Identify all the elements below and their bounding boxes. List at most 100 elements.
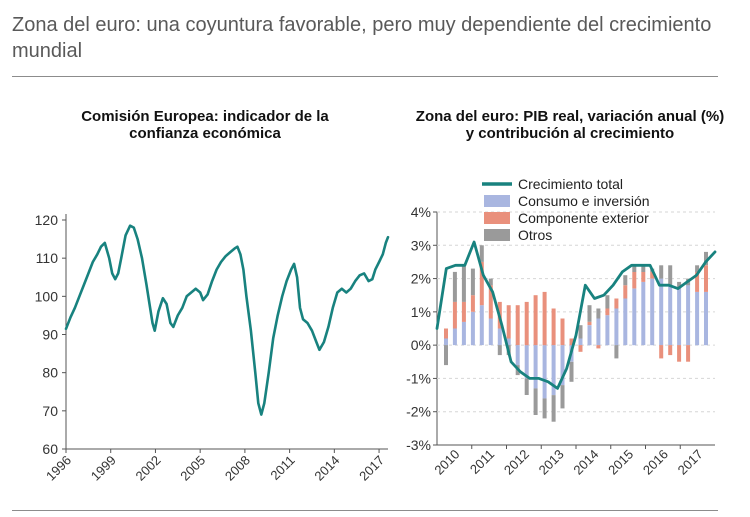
bar-consumo-inversion bbox=[578, 338, 583, 346]
right-chart-title: Zona del euro: PIB real, variación anual… bbox=[415, 108, 725, 142]
bar-otros bbox=[461, 265, 466, 302]
x-tick-label: 2015 bbox=[605, 447, 636, 478]
bar-componente-exterior bbox=[569, 338, 574, 346]
y-tick-label: 0% bbox=[411, 337, 431, 353]
bar-otros bbox=[632, 265, 637, 272]
confidence-series-line bbox=[64, 224, 390, 416]
bar-consumo-inversion bbox=[695, 291, 700, 346]
bar-componente-exterior bbox=[542, 291, 547, 346]
bar-consumo-inversion bbox=[704, 291, 708, 346]
bar-consumo-inversion bbox=[533, 345, 538, 389]
bar-consumo-inversion bbox=[587, 325, 592, 346]
bar-componente-exterior bbox=[704, 265, 708, 292]
bar-otros bbox=[560, 385, 565, 409]
y-tick-label: 70 bbox=[42, 403, 58, 419]
bar-consumo-inversion bbox=[479, 305, 484, 346]
bar-consumo-inversion bbox=[641, 281, 646, 346]
legend-label: Crecimiento total bbox=[518, 176, 623, 192]
bar-componente-exterior bbox=[596, 345, 601, 349]
bar-otros bbox=[641, 265, 646, 272]
y-tick-label: -3% bbox=[406, 437, 431, 453]
bar-consumo-inversion bbox=[506, 338, 511, 346]
bar-otros bbox=[524, 378, 529, 395]
x-tick-label: 2016 bbox=[640, 447, 671, 478]
bar-componente-exterior bbox=[641, 271, 646, 282]
bar-consumo-inversion bbox=[452, 328, 457, 346]
x-tick-label: 2012 bbox=[501, 447, 532, 478]
x-tick-label: 2010 bbox=[431, 447, 462, 478]
bar-otros bbox=[533, 388, 538, 415]
bar-consumo-inversion bbox=[659, 278, 664, 346]
bar-consumo-inversion bbox=[542, 345, 547, 399]
bar-consumo-inversion bbox=[686, 285, 691, 346]
y-tick-label: 1% bbox=[411, 304, 431, 320]
bar-componente-exterior bbox=[632, 271, 637, 289]
bar-componente-exterior bbox=[650, 271, 655, 279]
y-tick-label: 60 bbox=[42, 441, 58, 457]
bar-consumo-inversion bbox=[614, 308, 619, 346]
x-tick-label: 2013 bbox=[536, 447, 567, 478]
bar-componente-exterior bbox=[444, 328, 448, 339]
x-tick-label: 2011 bbox=[467, 447, 497, 477]
bar-consumo-inversion bbox=[605, 315, 610, 346]
bar-componente-exterior bbox=[668, 345, 673, 356]
x-tick-label: 2014 bbox=[570, 447, 601, 478]
bar-otros bbox=[578, 325, 583, 339]
bar-componente-exterior bbox=[659, 345, 664, 359]
bar-otros bbox=[479, 245, 484, 262]
bar-componente-exterior bbox=[551, 308, 556, 346]
y-tick-label: 80 bbox=[42, 365, 58, 381]
y-tick-label: 100 bbox=[35, 288, 59, 304]
bar-consumo-inversion bbox=[488, 318, 493, 346]
y-tick-label: -2% bbox=[406, 404, 431, 420]
bar-componente-exterior bbox=[479, 261, 484, 306]
bar-componente-exterior bbox=[533, 295, 538, 346]
bar-otros bbox=[695, 265, 700, 272]
legend-swatch-otros bbox=[484, 229, 510, 241]
y-tick-label: 2% bbox=[411, 271, 431, 287]
bar-consumo-inversion bbox=[497, 328, 502, 346]
bar-consumo-inversion bbox=[470, 311, 475, 346]
y-tick-label: 4% bbox=[411, 204, 431, 220]
legend-swatch-consumo-inversion bbox=[484, 195, 510, 207]
page-title: Zona del euro: una coyuntura favorable, … bbox=[12, 14, 712, 62]
bar-componente-exterior bbox=[605, 308, 610, 316]
bar-componente-exterior bbox=[461, 301, 466, 322]
bar-componente-exterior bbox=[515, 305, 520, 346]
bar-consumo-inversion bbox=[632, 288, 637, 346]
bar-consumo-inversion bbox=[623, 298, 628, 346]
legend-swatch-componente-exterior bbox=[484, 212, 510, 224]
bar-componente-exterior bbox=[623, 285, 628, 299]
bar-otros bbox=[470, 268, 475, 296]
legend-label: Consumo e inversión bbox=[518, 193, 650, 209]
bar-otros bbox=[488, 278, 493, 286]
y-tick-label: 110 bbox=[36, 250, 59, 266]
bar-consumo-inversion bbox=[515, 345, 520, 366]
bar-otros bbox=[668, 265, 673, 286]
bar-otros bbox=[623, 275, 628, 286]
bar-consumo-inversion bbox=[444, 338, 448, 346]
bar-consumo-inversion bbox=[650, 278, 655, 346]
bar-componente-exterior bbox=[470, 295, 475, 312]
x-tick-label: 2017 bbox=[675, 447, 706, 478]
bar-componente-exterior bbox=[452, 301, 457, 329]
bar-otros bbox=[587, 305, 592, 322]
y-tick-label: 120 bbox=[35, 212, 59, 228]
bar-componente-exterior bbox=[524, 301, 529, 346]
bar-componente-exterior bbox=[695, 271, 700, 292]
bar-otros bbox=[659, 265, 664, 279]
bar-otros bbox=[704, 251, 708, 266]
left-chart-title: Comisión Europea: indicador de la confia… bbox=[81, 108, 329, 142]
bar-otros bbox=[497, 345, 502, 356]
legend-label: Componente exterior bbox=[518, 210, 649, 226]
bar-otros bbox=[444, 345, 448, 366]
bar-otros bbox=[596, 308, 601, 319]
bar-componente-exterior bbox=[488, 285, 493, 319]
bar-componente-exterior bbox=[677, 345, 682, 362]
bar-otros bbox=[542, 398, 547, 419]
bar-otros bbox=[614, 345, 619, 359]
y-tick-label: 3% bbox=[411, 237, 431, 253]
bar-otros bbox=[452, 271, 457, 302]
